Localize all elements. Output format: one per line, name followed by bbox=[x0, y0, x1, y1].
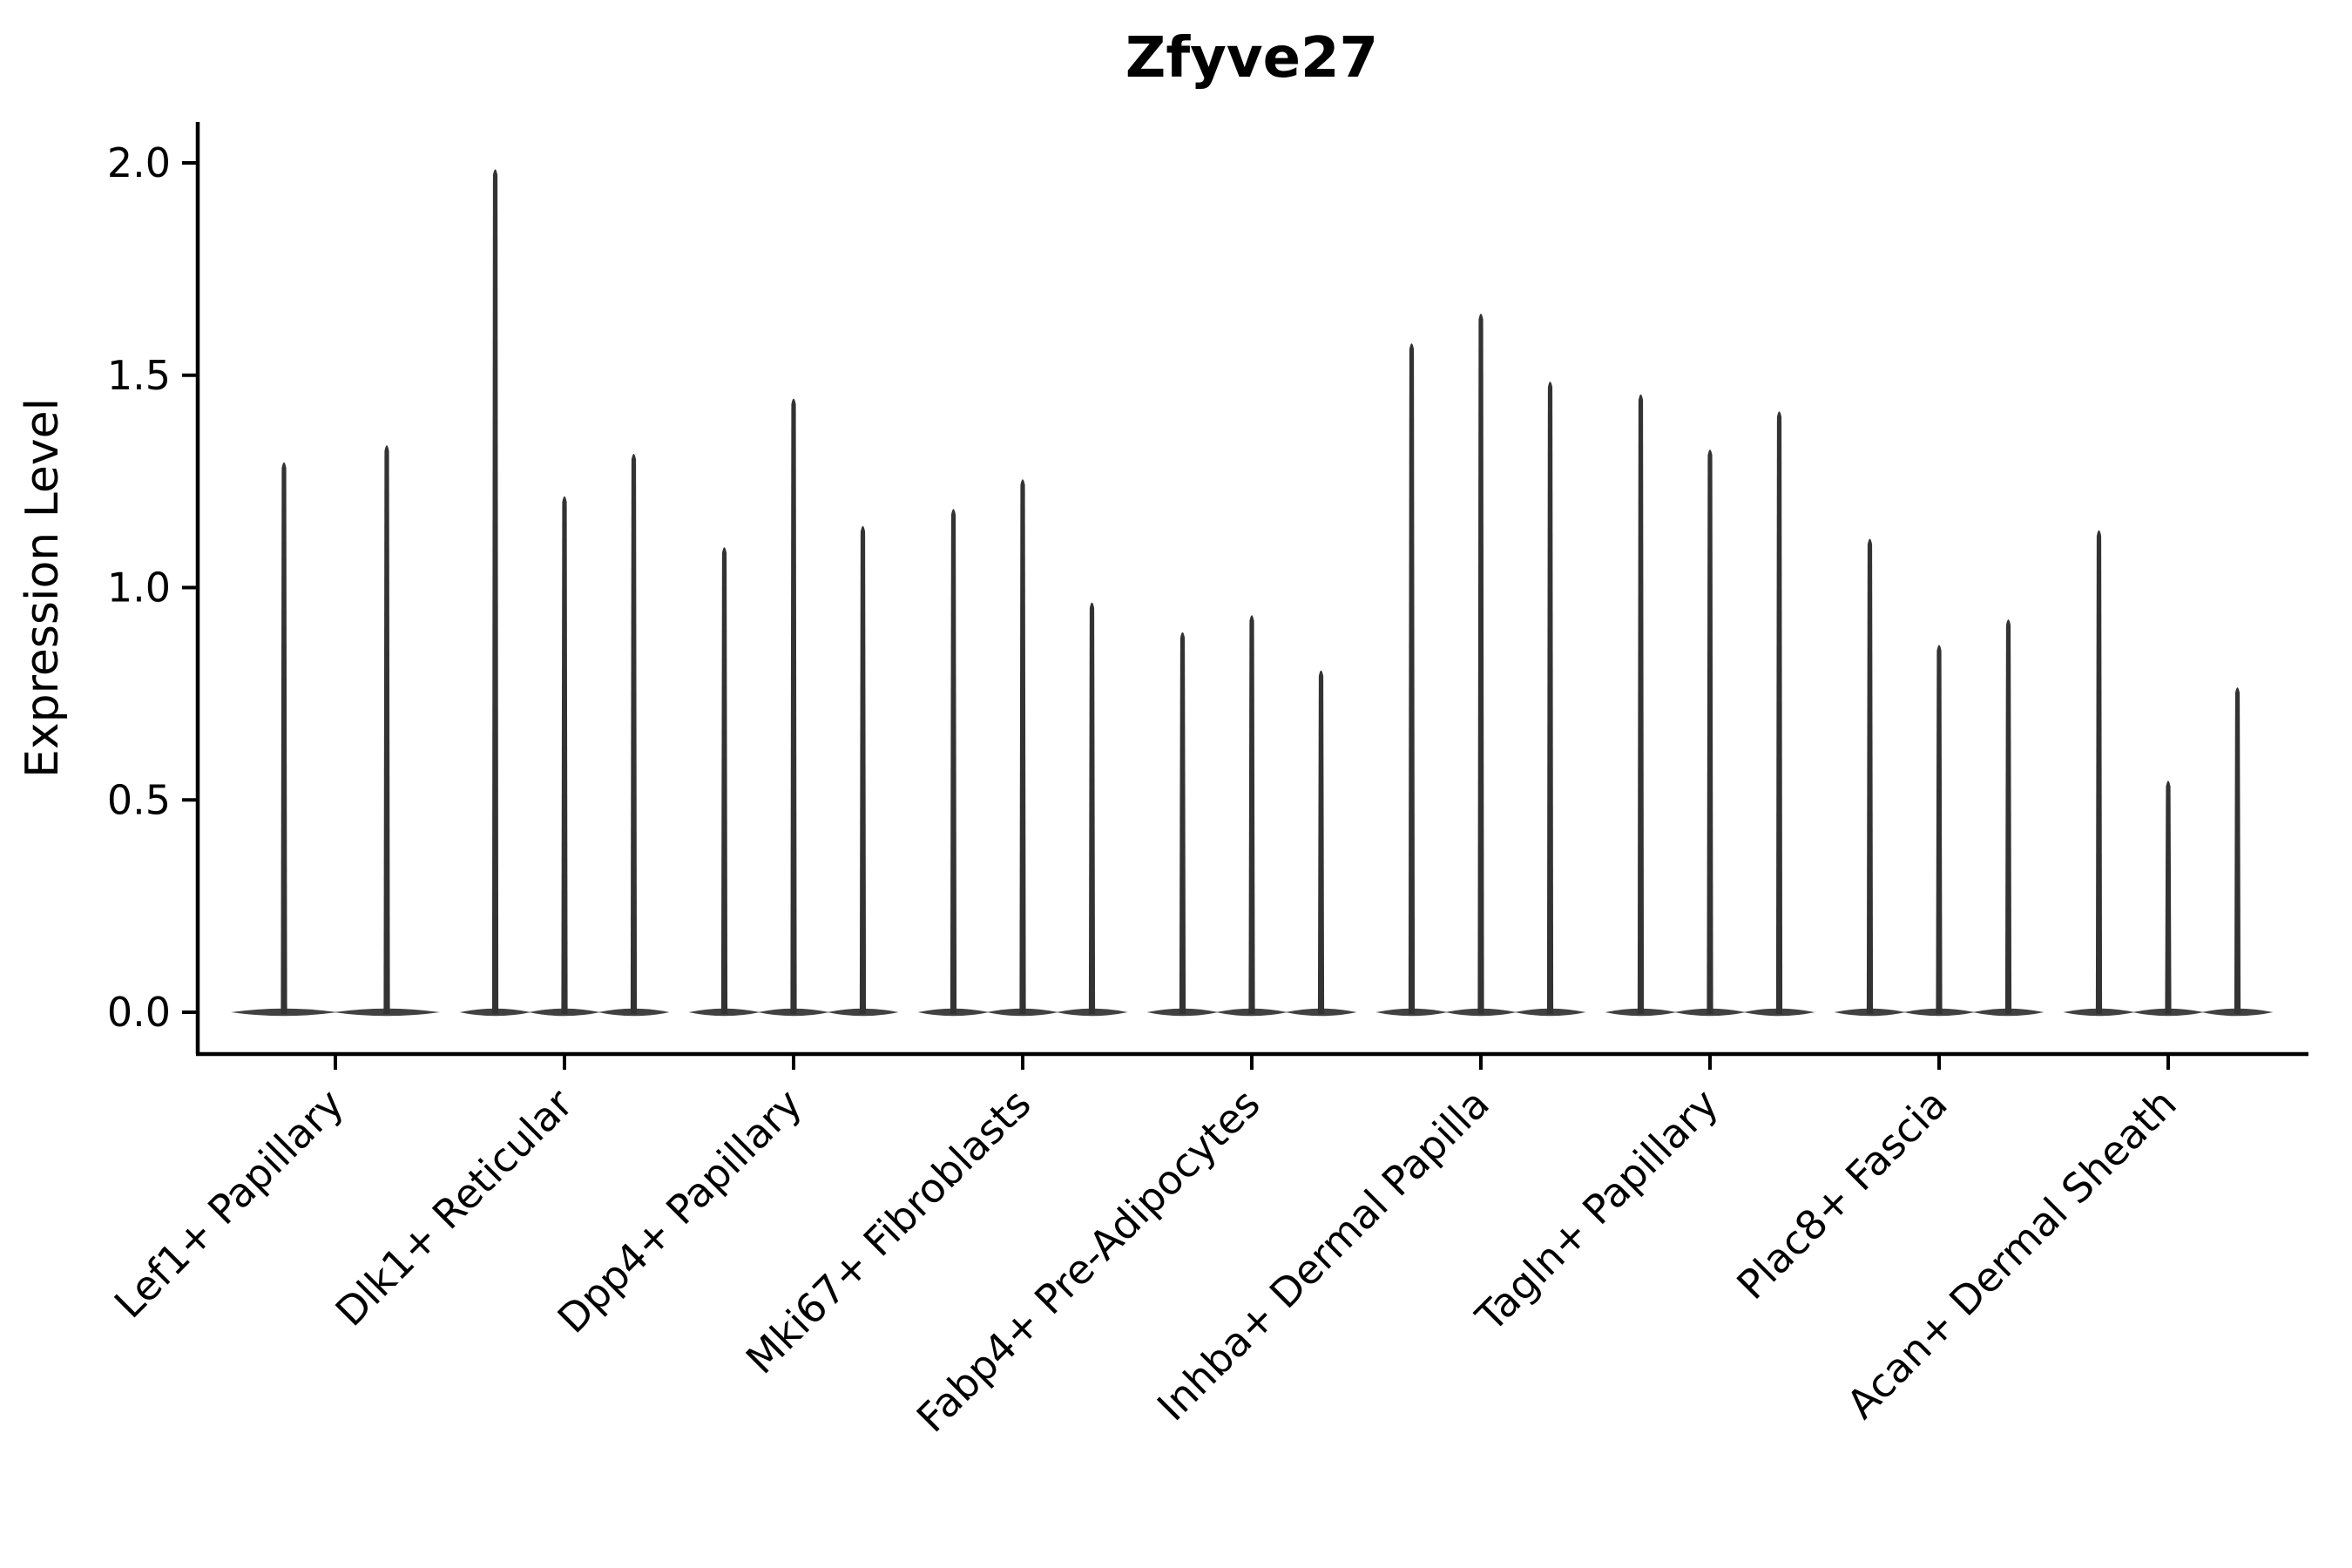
x-tick-label: Dlk1+ Reticular bbox=[327, 1080, 582, 1335]
violin bbox=[1285, 670, 1357, 1017]
violin bbox=[1743, 411, 1815, 1017]
violin bbox=[1903, 645, 1975, 1017]
violin bbox=[1834, 538, 1906, 1017]
violin-spike bbox=[2004, 619, 2012, 1014]
violin-spike bbox=[1866, 538, 1874, 1014]
y-tick-label: 2.0 bbox=[107, 139, 171, 186]
violin bbox=[2201, 687, 2274, 1017]
violin-spike bbox=[1936, 645, 1943, 1014]
violin bbox=[529, 496, 600, 1017]
violin-spike bbox=[1179, 632, 1186, 1014]
violin-spike bbox=[1019, 479, 1026, 1014]
violin-spike bbox=[2165, 781, 2172, 1014]
violin-spike bbox=[2095, 530, 2103, 1014]
violin bbox=[1146, 632, 1219, 1017]
violin-spike bbox=[1546, 382, 1554, 1014]
violin-spike bbox=[491, 169, 499, 1014]
violin bbox=[987, 479, 1058, 1017]
violin-series-group bbox=[231, 169, 2274, 1017]
violin-spike bbox=[1637, 394, 1645, 1014]
violin bbox=[1375, 343, 1448, 1017]
violin-spike bbox=[1408, 343, 1416, 1014]
violin bbox=[2063, 530, 2135, 1017]
violin bbox=[598, 454, 670, 1017]
y-tick-label: 1.5 bbox=[107, 352, 171, 399]
violin bbox=[1216, 615, 1288, 1017]
violin-spike bbox=[720, 547, 728, 1014]
violin-spike bbox=[561, 496, 568, 1014]
violin-spike bbox=[1707, 449, 1713, 1014]
violin bbox=[1605, 394, 1677, 1017]
violin bbox=[827, 525, 899, 1017]
x-tick-label: Tagln+ Papillary bbox=[1466, 1080, 1727, 1342]
violin-spike bbox=[1317, 670, 1325, 1014]
violin-spike bbox=[280, 462, 287, 1014]
x-tick-label: Dpp4+ Papillary bbox=[549, 1080, 811, 1342]
violin bbox=[459, 169, 531, 1017]
violin bbox=[1445, 314, 1517, 1017]
violin-spike bbox=[859, 525, 867, 1014]
violin-spike bbox=[383, 445, 390, 1014]
violin-spike bbox=[950, 509, 957, 1014]
violin-spike bbox=[1248, 615, 1255, 1014]
violin bbox=[758, 398, 829, 1017]
violin bbox=[917, 509, 990, 1017]
violin bbox=[2132, 781, 2204, 1017]
violin bbox=[231, 462, 337, 1017]
violin bbox=[688, 547, 760, 1017]
violin bbox=[1972, 619, 2044, 1017]
x-tick-label: Lef1+ Papillary bbox=[105, 1080, 353, 1328]
violin-spike bbox=[630, 454, 638, 1014]
violin bbox=[1674, 449, 1746, 1017]
violin bbox=[1514, 382, 1586, 1017]
y-axis-label: Expression Level bbox=[17, 398, 69, 778]
violin-spike bbox=[2234, 687, 2241, 1014]
y-tick-label: 1.0 bbox=[107, 564, 171, 612]
violin-spike bbox=[1477, 314, 1484, 1014]
violin-spike bbox=[790, 398, 797, 1014]
plot-title: Zfyve27 bbox=[1125, 26, 1378, 91]
y-tick-label: 0.0 bbox=[107, 989, 171, 1036]
violin-spike bbox=[1088, 602, 1096, 1014]
y-axis-ticks: 0.0 0.5 1.0 1.5 2.0 bbox=[107, 139, 198, 1036]
x-tick-label: Plac8+ Fascia bbox=[1727, 1080, 1956, 1308]
violin-spike bbox=[1775, 411, 1783, 1014]
violin bbox=[1056, 602, 1128, 1017]
y-tick-label: 0.5 bbox=[107, 776, 171, 823]
violin bbox=[334, 445, 440, 1017]
